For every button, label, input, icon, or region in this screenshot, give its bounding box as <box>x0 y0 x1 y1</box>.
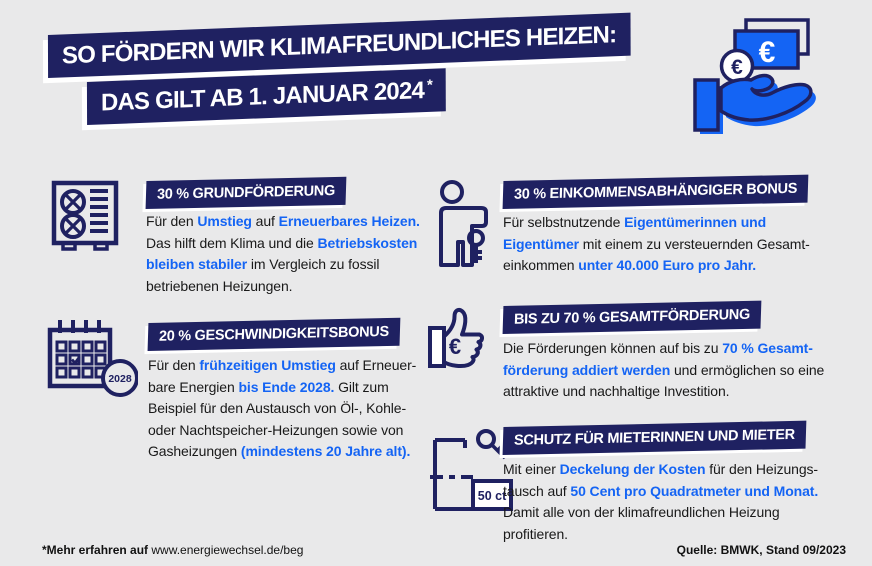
body-text: Mit einer <box>503 461 560 477</box>
body-text: Das hilft dem Klima und die <box>146 234 318 251</box>
section-body-geschwindigkeitsbonus: Für den frühzeitigen Umstieg auf Erneuer… <box>148 355 416 463</box>
body-text: Beispiel für den Austausch von Öl-, Kohl… <box>148 400 407 417</box>
section-body-grundfoerderung: Für den Umstieg auf Erneuerbares Heizen.… <box>146 211 420 297</box>
highlighted-text: 50 Cent pro Quadratmeter und Monat. <box>570 482 819 499</box>
section-header-grundfoerderung: 30 % GRUNDFÖRDERUNG <box>145 176 347 209</box>
highlighted-text: Eigentümer <box>503 235 580 252</box>
hand-receiving-money-icon: € € <box>693 18 816 134</box>
body-text: für den Heizungs- <box>705 461 818 477</box>
footnote-url: www.energiewechsel.de/beg <box>148 543 304 557</box>
body-text: profitieren. <box>503 525 568 542</box>
source-credit: Quelle: BMWK, Stand 09/2023 <box>676 543 846 557</box>
body-text: auf Erneuer- <box>335 357 417 373</box>
banknote-euro-sign: € <box>759 36 776 69</box>
heat-pump-icon <box>51 180 119 251</box>
highlighted-text: unter 40.000 Euro pro Jahr. <box>578 257 757 274</box>
highlighted-text: Deckelung der Kosten <box>559 461 706 477</box>
section-body-gesamtfoerderung: Die Förderungen können auf bis zu 70 % G… <box>503 338 824 403</box>
footnote: *Mehr erfahren auf www.energiewechsel.de… <box>42 543 303 557</box>
section-header-einkommensbonus: 30 % EINKOMMENSABHÄNGIGER BONUS <box>502 174 809 209</box>
highlighted-text: (mindestens 20 Jahre alt). <box>240 443 411 460</box>
section-header-mieterschutz: SCHUTZ FÜR MIETERINNEN UND MIETER <box>502 420 807 455</box>
title-line-2: DAS GILT AB 1. JANUAR 2024 * <box>86 68 447 126</box>
badge-year-label: 2028 <box>108 373 132 385</box>
highlighted-text: 70 % Gesamt- <box>722 340 813 356</box>
calendar-2028-icon: 2028 <box>47 320 138 397</box>
body-text: bare Energien <box>148 378 239 395</box>
highlighted-text: bis Ende 2028. <box>238 378 335 395</box>
body-text: betriebenen Heizungen. <box>146 277 293 294</box>
title-text-1: SO FÖRDERN WIR KLIMAFREUNDLICHES HEIZEN: <box>61 21 617 70</box>
highlighted-text: Eigentümerinnen und <box>624 214 767 230</box>
person-with-key-icon <box>439 180 488 267</box>
thumb-euro-sign: € <box>449 334 461 359</box>
coin-euro-sign: € <box>731 56 743 79</box>
body-text: im Vergleich zu fossil <box>247 256 380 273</box>
badge-circle <box>101 359 138 397</box>
body-text: Gasheizungen <box>148 443 241 460</box>
body-text: tausch auf <box>503 482 571 499</box>
body-text: Für den <box>146 213 198 229</box>
hand-cuff <box>693 78 720 132</box>
section-body-mieterschutz: Mit einer Deckelung der Kosten für den H… <box>503 459 818 545</box>
highlighted-text: Betriebskosten <box>317 234 418 251</box>
body-text: mit einem zu versteuernden Gesamt- <box>579 235 810 252</box>
checkmark <box>70 356 81 366</box>
title-text-2: DAS GILT AB 1. JANUAR 2024 <box>100 77 425 117</box>
floor-plan-key-icon: 50 ct <box>430 429 513 511</box>
highlighted-text: frühzeitigen Umstieg <box>199 357 336 373</box>
highlighted-text: Erneuerbares Heizen. <box>278 213 420 229</box>
body-text: Die Förderungen können auf bis zu <box>503 340 723 356</box>
body-text: einkommen <box>503 257 579 274</box>
section-header-gesamtfoerderung: BIS ZU 70 % GESAMTFÖRDERUNG <box>502 300 762 334</box>
highlighted-text: förderung addiert werden <box>503 361 671 378</box>
key-bow <box>476 429 496 449</box>
body-text: und ermöglichen so eine <box>670 361 825 378</box>
footnote-asterisk: * <box>426 77 433 94</box>
body-text: Für den <box>148 357 200 373</box>
body-text: attraktive und nachhaltige Investition. <box>503 383 730 400</box>
body-text: Damit alle von der klimafreundlichen Hei… <box>503 504 780 521</box>
highlighted-text: bleiben stabiler <box>146 256 248 273</box>
rate-box <box>471 479 513 511</box>
body-text: auf <box>251 213 279 229</box>
rate-label: 50 ct <box>478 489 507 503</box>
body-text: Für selbstnutzende <box>503 214 625 230</box>
hand-palm <box>719 73 813 122</box>
highlighted-text: Umstieg <box>197 213 252 229</box>
body-text: Gilt zum <box>334 378 389 395</box>
body-text: oder Nachtspeicher-Heizungen sowie von <box>148 421 404 438</box>
section-header-geschwindigkeitsbonus: 20 % GESCHWINDIGKEITSBONUS <box>147 317 401 351</box>
footnote-label: *Mehr erfahren auf <box>42 543 149 557</box>
cuff <box>428 326 446 368</box>
section-body-einkommensbonus: Für selbstnutzende Eigentümerinnen und Ei… <box>503 212 810 277</box>
title-line-1: SO FÖRDERN WIR KLIMAFREUNDLICHES HEIZEN: <box>47 12 631 79</box>
thumbs-up-euro-icon: € <box>428 307 484 368</box>
